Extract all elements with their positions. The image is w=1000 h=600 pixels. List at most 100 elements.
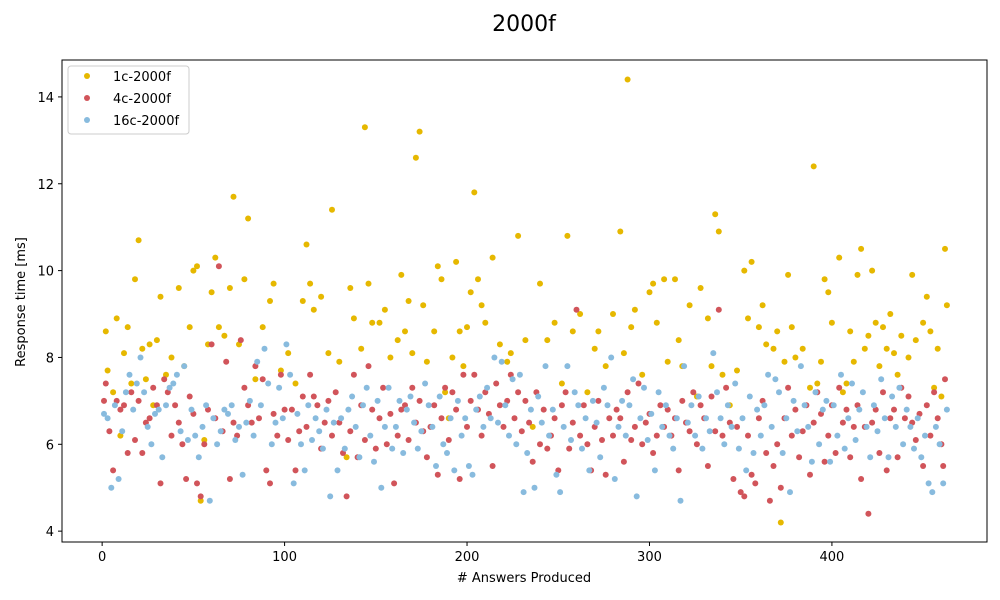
data-point bbox=[456, 328, 463, 335]
data-point bbox=[624, 76, 631, 83]
data-point bbox=[714, 389, 720, 396]
data-point bbox=[783, 415, 790, 422]
data-point bbox=[684, 419, 691, 426]
data-point bbox=[449, 354, 456, 361]
data-point bbox=[101, 410, 107, 417]
data-point bbox=[569, 328, 576, 335]
data-point bbox=[794, 428, 801, 435]
data-point bbox=[270, 280, 277, 287]
legend: 1c-2000f 4c-2000f 16c-2000f bbox=[67, 65, 190, 135]
data-point bbox=[799, 428, 806, 435]
data-point bbox=[847, 454, 854, 461]
data-point bbox=[739, 415, 746, 422]
data-point bbox=[215, 324, 222, 331]
data-point bbox=[241, 384, 248, 391]
data-point bbox=[106, 428, 113, 435]
data-point bbox=[735, 445, 742, 452]
data-point bbox=[839, 389, 846, 396]
data-point bbox=[759, 302, 766, 309]
data-point bbox=[252, 376, 259, 383]
data-point bbox=[535, 393, 542, 400]
axes: 0 100 200 300 400 4 6 8 10 12 14 bbox=[37, 59, 988, 565]
data-point bbox=[431, 402, 438, 409]
data-point bbox=[451, 467, 458, 474]
data-point bbox=[323, 406, 330, 413]
x-tick-label: 0 bbox=[98, 550, 106, 565]
data-point bbox=[639, 371, 646, 378]
data-point bbox=[662, 402, 669, 409]
data-point bbox=[655, 389, 662, 396]
data-point bbox=[431, 328, 438, 335]
data-point bbox=[785, 384, 792, 391]
data-point bbox=[777, 484, 784, 491]
data-point bbox=[642, 419, 649, 426]
data-point bbox=[128, 380, 135, 387]
data-point bbox=[664, 358, 671, 365]
data-point bbox=[672, 276, 678, 283]
data-point bbox=[515, 232, 522, 239]
data-point bbox=[620, 350, 627, 357]
data-point bbox=[537, 280, 543, 287]
data-point bbox=[821, 458, 828, 465]
y-tick-label: 12 bbox=[37, 178, 54, 193]
data-point bbox=[832, 450, 839, 456]
data-point bbox=[398, 271, 405, 278]
data-point bbox=[496, 402, 503, 409]
data-point bbox=[520, 489, 527, 496]
data-point bbox=[922, 432, 928, 439]
data-point bbox=[341, 445, 348, 452]
data-point bbox=[666, 432, 673, 439]
data-point bbox=[400, 450, 407, 456]
data-point bbox=[785, 271, 792, 278]
data-point bbox=[732, 380, 739, 387]
data-point bbox=[586, 467, 593, 474]
data-point bbox=[610, 432, 616, 439]
data-point bbox=[932, 423, 939, 430]
data-point bbox=[593, 419, 600, 426]
data-point bbox=[270, 410, 277, 417]
data-point bbox=[498, 358, 505, 365]
data-point bbox=[438, 276, 445, 283]
data-point bbox=[651, 467, 658, 474]
data-point bbox=[292, 380, 299, 387]
data-point bbox=[821, 276, 828, 283]
data-point bbox=[489, 463, 496, 469]
data-point bbox=[314, 402, 321, 409]
data-point bbox=[659, 423, 666, 430]
data-point bbox=[411, 419, 418, 426]
data-point bbox=[402, 328, 408, 335]
data-point bbox=[571, 389, 578, 396]
data-point bbox=[819, 406, 826, 413]
data-point bbox=[537, 441, 543, 448]
data-point bbox=[405, 298, 412, 304]
data-point bbox=[825, 289, 832, 296]
data-point bbox=[745, 315, 751, 322]
data-point bbox=[409, 350, 416, 357]
data-point bbox=[332, 389, 339, 396]
data-point bbox=[261, 345, 268, 352]
data-point bbox=[385, 384, 392, 391]
data-point bbox=[259, 324, 266, 331]
data-point bbox=[283, 341, 290, 348]
data-point bbox=[646, 289, 653, 296]
data-point bbox=[299, 298, 306, 304]
data-point bbox=[469, 471, 476, 478]
data-point bbox=[943, 406, 950, 413]
data-point bbox=[215, 263, 222, 270]
data-point bbox=[307, 280, 314, 287]
data-point bbox=[405, 437, 412, 443]
data-point bbox=[496, 341, 503, 348]
data-point bbox=[692, 432, 699, 439]
data-point bbox=[507, 350, 514, 357]
data-point bbox=[549, 406, 556, 413]
data-point bbox=[102, 380, 109, 387]
data-point bbox=[741, 493, 748, 500]
data-point bbox=[637, 415, 644, 422]
data-point bbox=[361, 124, 368, 131]
data-point bbox=[898, 332, 905, 339]
data-point bbox=[239, 471, 246, 478]
data-point bbox=[195, 454, 202, 461]
data-point bbox=[104, 415, 111, 422]
data-point bbox=[912, 437, 919, 443]
data-point bbox=[478, 432, 485, 439]
